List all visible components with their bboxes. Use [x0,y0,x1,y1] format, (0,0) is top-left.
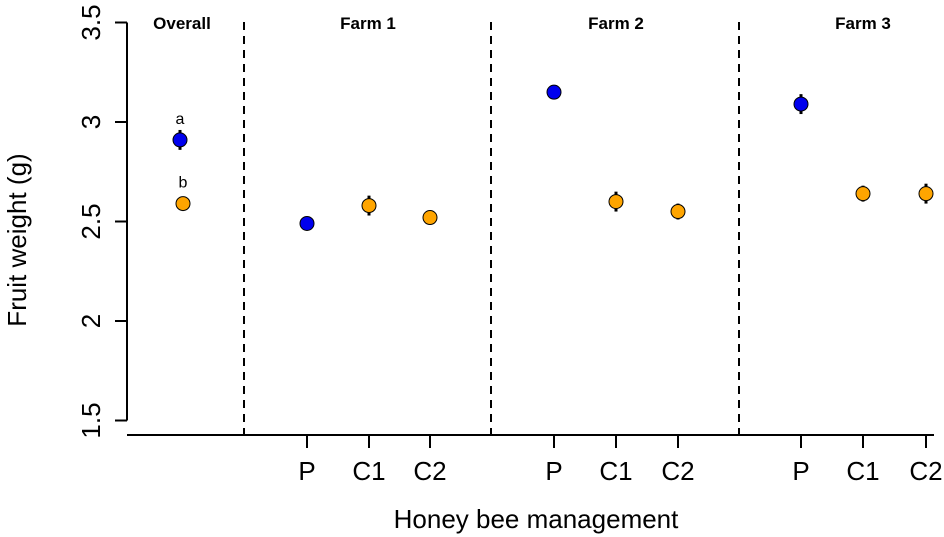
data-point-farm-2-c1 [608,194,624,210]
x-tick-label: P [792,456,809,486]
axes: 1.5 2 2.5 3 3.5 [76,4,934,439]
data-point-farm-3-p [793,96,809,112]
significance-label: a [176,111,185,128]
x-tick-label: P [298,456,315,486]
x-tick-label: C1 [352,456,385,486]
data-points: ab [172,84,934,231]
data-point-farm-1-c2 [422,210,438,226]
panel-title: Farm 1 [340,14,396,33]
x-tick-label: C2 [413,456,446,486]
data-point-farm-2-c2 [670,204,686,220]
data-point-farm-1-p [299,215,315,231]
x-axis-title: Honey bee management [394,504,680,534]
panel-titles: Overall Farm 1 Farm 2 Farm 3 [153,14,891,33]
x-tick-label: C1 [599,456,632,486]
data-point-overall-p [172,132,188,148]
data-point-farm-2-p [546,84,562,100]
data-point-overall-c [175,196,191,212]
data-point-farm-1-c1 [361,198,377,214]
panel-title: Farm 2 [588,14,644,33]
significance-label: b [179,175,188,192]
y-tick-label: 3 [76,115,106,129]
y-tick-label: 3.5 [76,4,106,40]
y-tick-label: 2 [76,314,106,328]
data-point-farm-3-c1 [855,186,871,202]
data-point-farm-3-c2 [918,186,934,202]
x-tick-label: C2 [661,456,694,486]
x-tick-label: C1 [846,456,879,486]
y-axis-title: Fruit weight (g) [2,153,32,326]
panel-title: Farm 3 [835,14,891,33]
x-tick-label: P [545,456,562,486]
x-tick-label: C2 [909,456,942,486]
x-tick-labels: P C1 C2 P C1 C2 P C1 C2 [298,435,943,486]
panel-title: Overall [153,14,211,33]
y-tick-label: 1.5 [76,402,106,438]
y-tick-label: 2.5 [76,203,106,239]
panel-dividers [243,22,740,435]
